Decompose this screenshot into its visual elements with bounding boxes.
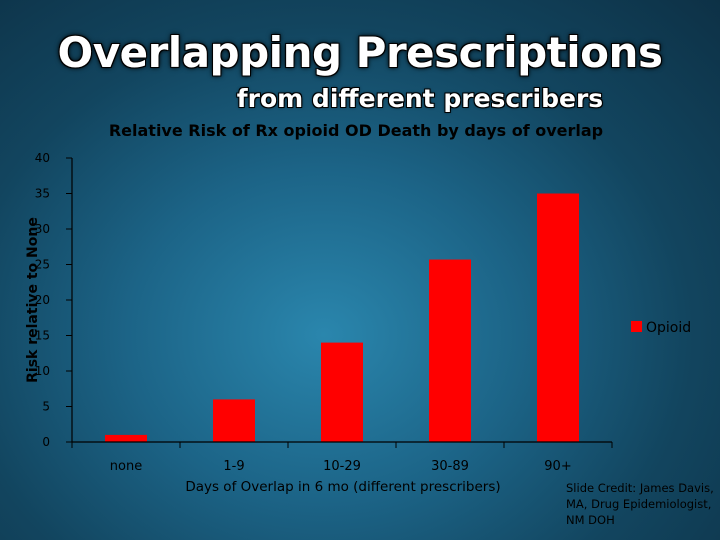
bar-10-29 <box>321 342 363 442</box>
x-axis-label: Days of Overlap in 6 mo (different presc… <box>185 479 500 495</box>
y-tick-label: 40 <box>35 151 50 165</box>
x-tick-label: 30-89 <box>431 459 469 474</box>
bar-none <box>105 434 147 442</box>
slide-credit: Slide Credit: James Davis, MA, Drug Epid… <box>566 481 714 527</box>
x-tick-label: none <box>110 459 142 474</box>
legend-swatch <box>631 321 642 332</box>
y-tick-label: 5 <box>42 400 50 414</box>
slide-subtitle: from different prescribers <box>236 84 604 113</box>
x-tick-label: 1-9 <box>223 459 244 474</box>
x-tick-label: 10-29 <box>323 459 361 474</box>
y-tick-label: 30 <box>35 222 50 236</box>
bar-90+ <box>537 193 579 442</box>
y-tick-label: 25 <box>35 258 50 272</box>
bar-1-9 <box>213 399 255 442</box>
bar-30-89 <box>429 259 471 442</box>
y-tick-label: 0 <box>42 435 50 449</box>
y-axis-label: Risk relative to None <box>25 217 41 383</box>
y-tick-label: 10 <box>35 364 50 378</box>
slide-title: Overlapping Prescriptions <box>57 28 663 77</box>
legend-label: Opioid <box>646 320 691 336</box>
chart-title: Relative Risk of Rx opioid OD Death by d… <box>109 121 603 140</box>
y-tick-label: 35 <box>35 187 50 201</box>
x-tick-label: 90+ <box>544 459 571 474</box>
y-tick-label: 15 <box>35 329 50 343</box>
y-tick-label: 20 <box>35 293 50 307</box>
